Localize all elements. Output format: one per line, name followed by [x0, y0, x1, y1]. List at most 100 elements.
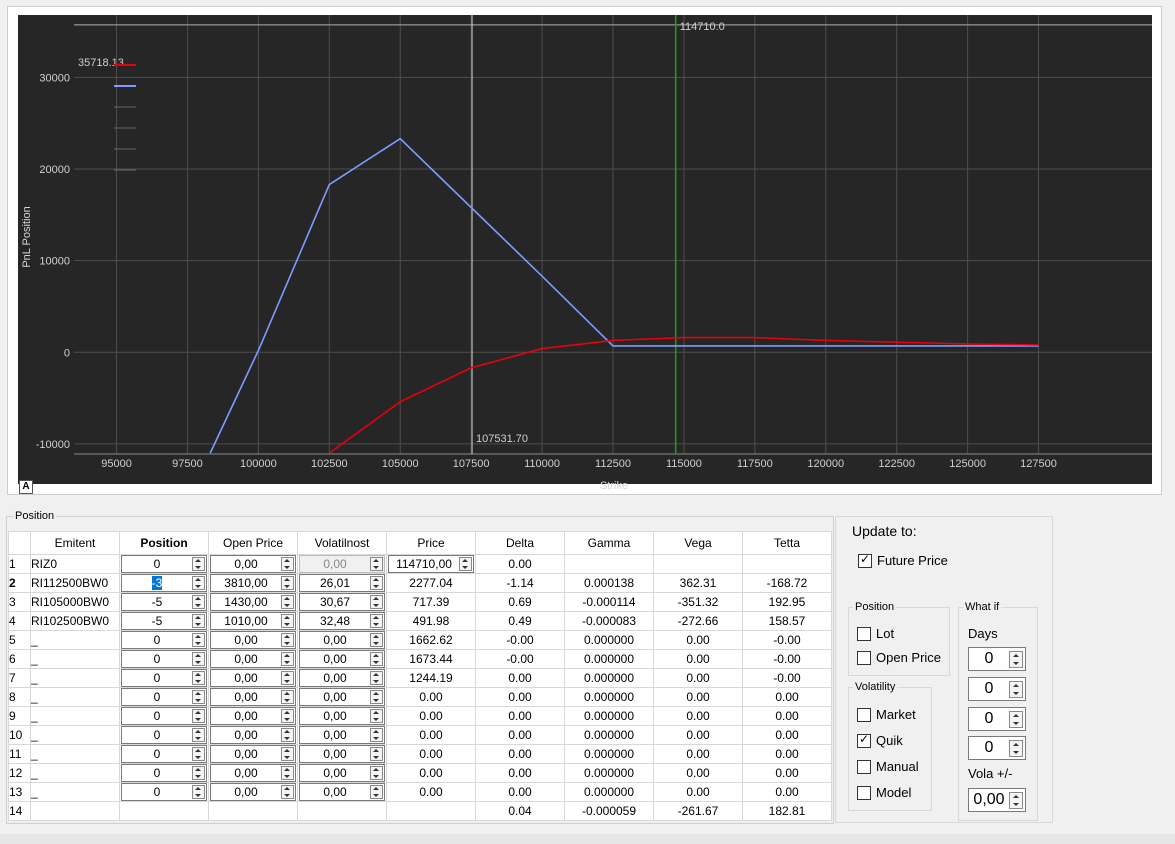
vola-spinner[interactable]: 0,00 [968, 788, 1026, 812]
open-price-checkbox[interactable]: Open Price [857, 650, 941, 665]
column-header[interactable]: Volatilnost [297, 531, 387, 555]
spin-arrows-icon[interactable] [281, 785, 294, 799]
volatility-spinner[interactable]: 0,00 [299, 764, 385, 782]
spin-arrows-icon[interactable] [281, 690, 294, 704]
column-header[interactable]: Gamma [564, 531, 654, 555]
spin-arrows-icon[interactable] [370, 709, 383, 723]
spin-arrows-icon[interactable] [459, 557, 472, 571]
future-price-check-box[interactable] [858, 552, 872, 568]
column-header[interactable]: Price [386, 531, 476, 555]
column-header[interactable]: Delta [475, 531, 565, 555]
table-row[interactable]: 5 _ 0 0,00 0,00 1662.62 -0.00 0.000000 0.00 -0.00 [8, 630, 832, 650]
market-checkbox[interactable]: Market [857, 707, 916, 722]
position-spinner[interactable]: 0 [121, 764, 207, 782]
column-header[interactable] [8, 531, 31, 555]
open-price-check-box[interactable] [857, 650, 871, 665]
position-spinner[interactable]: 0 [121, 669, 207, 687]
open-price-spinner[interactable]: 0,00 [210, 669, 296, 687]
spin-arrows-icon[interactable] [281, 633, 294, 647]
spin-arrows-icon[interactable] [281, 576, 294, 590]
position-spinner[interactable]: 0 [121, 688, 207, 706]
spin-arrows-icon[interactable] [192, 652, 205, 666]
position-spinner[interactable]: 0 [121, 631, 207, 649]
open-price-spinner[interactable]: 0,00 [210, 631, 296, 649]
column-header[interactable]: Emitent [30, 531, 120, 555]
spin-arrows-icon[interactable] [281, 614, 294, 628]
volatility-spinner[interactable]: 0,00 [299, 631, 385, 649]
spin-arrows-icon[interactable] [370, 595, 383, 609]
position-spinner[interactable]: 0 [121, 707, 207, 725]
table-row[interactable]: 9 _ 0 0,00 0,00 0.00 0.00 0.000000 0.00 0.00 [8, 706, 832, 726]
volatility-spinner[interactable]: 26,01 [299, 574, 385, 592]
table-row[interactable]: 3 RI105000BW0 -5 1430,00 30,67 717.39 0.69 -0.0… [8, 592, 832, 612]
lot-check-box[interactable] [857, 626, 871, 641]
spin-arrows-icon[interactable] [1009, 711, 1023, 728]
days-spinner-3[interactable]: 0 [968, 707, 1026, 731]
table-row[interactable]: 13 _ 0 0,00 0,00 0.00 0.00 0.000000 0.00 0.00 [8, 782, 832, 802]
position-spinner[interactable]: -3 [121, 574, 207, 592]
total-row[interactable]: 14 0.04 -0.000059 -261.67 182.81 [8, 801, 832, 821]
column-header[interactable]: Vega [653, 531, 743, 555]
open-price-spinner[interactable]: 3810,00 [210, 574, 296, 592]
table-row[interactable]: 10 _ 0 0,00 0,00 0.00 0.00 0.000000 0.00 0.00 [8, 725, 832, 745]
table-row[interactable]: 4 RI102500BW0 -5 1010,00 32,48 491.98 0.49 -0.0… [8, 611, 832, 631]
open-price-spinner[interactable]: 1430,00 [210, 593, 296, 611]
spin-arrows-icon[interactable] [370, 766, 383, 780]
open-price-spinner[interactable]: 1010,00 [210, 612, 296, 630]
spin-arrows-icon[interactable] [192, 576, 205, 590]
spin-arrows-icon[interactable] [370, 576, 383, 590]
spin-arrows-icon[interactable] [1009, 792, 1023, 809]
table-row[interactable]: 1 RIZ0 0 0,00 0,00 114710,00 0.00 [8, 554, 832, 574]
spin-arrows-icon[interactable] [192, 709, 205, 723]
spin-arrows-icon[interactable] [281, 595, 294, 609]
price-spinner[interactable]: 114710,00 [388, 555, 474, 573]
volatility-spinner[interactable]: 0,00 [299, 650, 385, 668]
open-price-spinner[interactable]: 0,00 [210, 783, 296, 801]
spin-arrows-icon[interactable] [370, 614, 383, 628]
column-header[interactable]: Position [119, 531, 209, 555]
spin-arrows-icon[interactable] [281, 766, 294, 780]
spin-arrows-icon[interactable] [192, 690, 205, 704]
position-spinner[interactable]: 0 [121, 726, 207, 744]
spin-arrows-icon[interactable] [1009, 681, 1023, 698]
spin-arrows-icon[interactable] [192, 747, 205, 761]
spin-arrows-icon[interactable] [281, 557, 294, 571]
open-price-spinner[interactable]: 0,00 [210, 707, 296, 725]
position-spinner[interactable]: -5 [121, 612, 207, 630]
spin-arrows-icon[interactable] [281, 671, 294, 685]
volatility-spinner[interactable]: 0,00 [299, 783, 385, 801]
volatility-spinner[interactable]: 0,00 [299, 707, 385, 725]
column-header[interactable]: Open Price [208, 531, 298, 555]
position-spinner[interactable]: 0 [121, 650, 207, 668]
spin-arrows-icon[interactable] [192, 766, 205, 780]
days-spinner-2[interactable]: 0 [968, 677, 1026, 701]
volatility-spinner[interactable]: 0,00 [299, 669, 385, 687]
table-row[interactable]: 7 _ 0 0,00 0,00 1244.19 0.00 0.000000 0.00 -0.00 [8, 668, 832, 688]
spin-arrows-icon[interactable] [192, 671, 205, 685]
open-price-spinner[interactable]: 0,00 [210, 650, 296, 668]
volatility-spinner[interactable]: 0,00 [299, 688, 385, 706]
spin-arrows-icon[interactable] [192, 785, 205, 799]
manual-check-box[interactable] [857, 759, 871, 774]
open-price-spinner[interactable]: 0,00 [210, 764, 296, 782]
volatility-spinner[interactable]: 0,00 [299, 745, 385, 763]
future-price-checkbox[interactable]: Future Price [858, 552, 948, 568]
spin-arrows-icon[interactable] [281, 747, 294, 761]
spin-arrows-icon[interactable] [370, 652, 383, 666]
spin-arrows-icon[interactable] [192, 728, 205, 742]
table-row[interactable]: 12 _ 0 0,00 0,00 0.00 0.00 0.000000 0.00 0.00 [8, 763, 832, 783]
spin-arrows-icon[interactable] [281, 709, 294, 723]
spin-arrows-icon[interactable] [281, 728, 294, 742]
days-spinner-4[interactable]: 0 [968, 736, 1026, 760]
volatility-spinner[interactable]: 0,00 [299, 726, 385, 744]
manual-checkbox[interactable]: Manual [857, 759, 919, 774]
position-spinner[interactable]: 0 [121, 555, 207, 573]
spin-arrows-icon[interactable] [281, 652, 294, 666]
spin-arrows-icon[interactable] [192, 557, 205, 571]
column-header[interactable]: Tetta [742, 531, 832, 555]
spin-arrows-icon[interactable] [370, 785, 383, 799]
spin-arrows-icon[interactable] [370, 671, 383, 685]
spin-arrows-icon[interactable] [370, 557, 383, 571]
model-check-box[interactable] [857, 785, 871, 800]
spin-arrows-icon[interactable] [370, 690, 383, 704]
